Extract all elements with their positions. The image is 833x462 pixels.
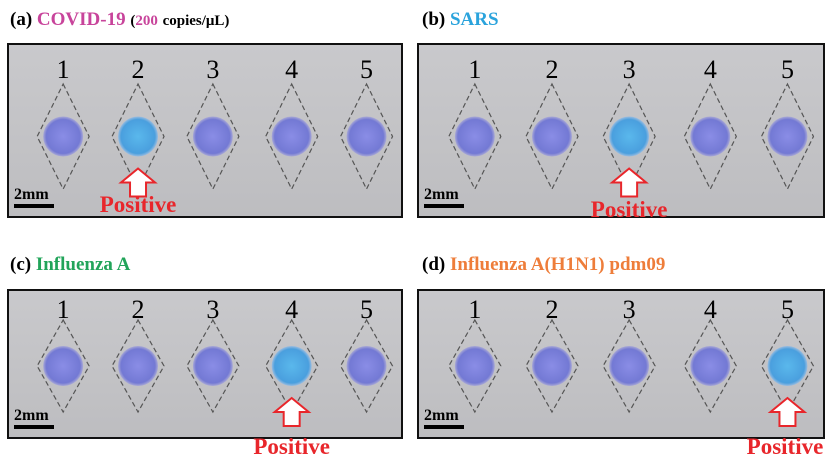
panel-title: (b) SARS [422,9,499,30]
panel-title: (a) COVID-19 (200 copies/μL) [10,9,229,30]
sample-spot [193,346,233,386]
well-number: 5 [781,55,794,84]
figure: (a) COVID-19 (200 copies/μL) (b) SARS (c… [0,0,833,462]
panel-title: (d) Influenza A(H1N1) pdm09 [422,254,665,275]
panel-label: (b) [422,9,445,30]
scale-label: 2mm [14,186,49,203]
positive-label: Positive [253,434,330,459]
panel-label: (a) [10,9,32,30]
sample-spot [609,117,649,157]
scale-bar [14,204,54,208]
sample-spot [609,346,649,386]
sample-spot [532,117,572,157]
scale-label: 2mm [424,407,459,424]
well-number: 5 [360,55,373,84]
well-number: 2 [545,295,558,324]
sample-spot [347,117,387,157]
scale-bar [424,204,464,208]
scale-bar [14,425,54,429]
sample-spot [193,117,233,157]
sample-spot [43,117,83,157]
sample-spot [118,117,158,157]
sample-spot [347,346,387,386]
sample-spot [118,346,158,386]
target: Influenza A(H1N1) pdm09 [450,254,665,275]
sample-spot [690,117,730,157]
well-number: 3 [206,55,219,84]
panel-label: (d) [422,254,445,275]
well-number: 1 [57,55,70,84]
positive-label: Positive [100,192,177,217]
scale-bar [424,425,464,429]
sample-spot [272,117,312,157]
well-number: 4 [285,55,298,84]
well-number: 5 [781,295,794,324]
positive-label: Positive [747,434,824,459]
well-number: 1 [468,295,481,324]
target: SARS [450,9,499,30]
sample-spot [455,346,495,386]
scale-label: 2mm [14,407,49,424]
sample-spot [272,346,312,386]
well-number: 2 [545,55,558,84]
unit: copies/μL) [163,13,230,29]
sample-spot [767,117,807,157]
well-number: 4 [285,295,298,324]
well-number: 1 [468,55,481,84]
sample-spot [532,346,572,386]
well-number: 5 [360,295,373,324]
target: Influenza A [36,254,131,275]
target: COVID-19 [37,9,126,30]
sample-spot [690,346,730,386]
sample-spot [43,346,83,386]
well-number: 2 [132,295,145,324]
panel-label: (c) [10,254,31,275]
well-number: 3 [623,295,636,324]
scale-label: 2mm [424,186,459,203]
well-number: 3 [623,55,636,84]
well-number: 3 [206,295,219,324]
panel-title: (c) Influenza A [10,254,131,275]
sample-spot [767,346,807,386]
concentration: 200 [135,13,158,29]
well-number: 1 [57,295,70,324]
sample-spot [455,117,495,157]
positive-label: Positive [591,197,668,222]
well-number: 2 [132,55,145,84]
well-number: 4 [704,295,717,324]
well-number: 4 [704,55,717,84]
